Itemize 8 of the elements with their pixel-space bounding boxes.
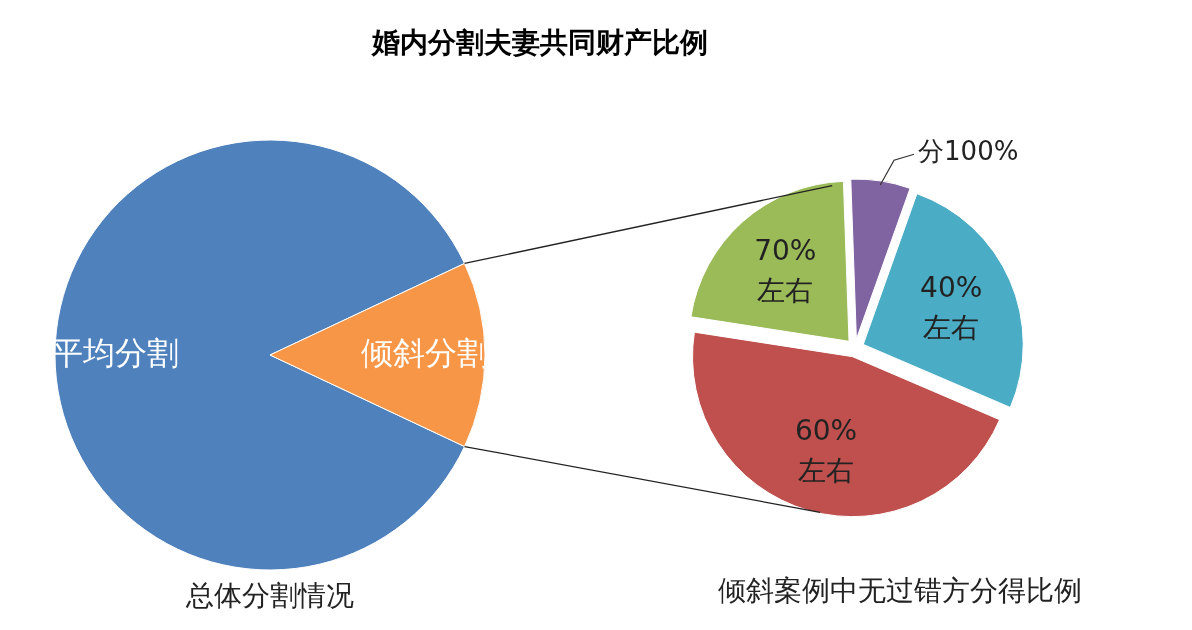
text: 总体分割情况 <box>185 579 354 612</box>
slice-label: 40% 左右 <box>920 270 983 344</box>
slice-label: 分100% <box>918 136 1019 167</box>
slice-label: 70% 左右 <box>754 234 817 308</box>
text: 倾斜案例中无过错方分得比例 <box>718 574 1082 607</box>
chart-title: 婚内分割夫妻共同财产比例 <box>371 26 708 59</box>
slice-label: 60% 左右 <box>794 413 858 487</box>
slice-label: 平均分割 <box>51 334 180 372</box>
